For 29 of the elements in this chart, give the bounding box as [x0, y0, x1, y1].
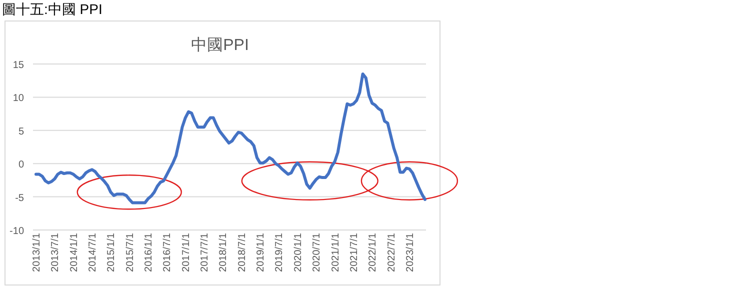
text: 圖十五:中國 PPI	[2, 1, 102, 17]
x-tick-label: 2015/1/1	[106, 232, 118, 272]
x-tick-label: 2018/7/1	[236, 232, 248, 272]
x-tick-label: 2015/7/1	[124, 232, 136, 272]
x-tick-label: 2021/1/1	[330, 232, 342, 272]
y-tick-label: 0	[18, 160, 24, 171]
x-tick-label: 2017/7/1	[200, 232, 211, 272]
y-tick-label: -10	[10, 226, 24, 237]
x-tick-label: 2019/7/1	[274, 232, 286, 272]
x-tick-label: 2023/1/1	[404, 232, 416, 272]
x-tick-label: 2022/1/1	[368, 232, 379, 272]
x-tick-label: 2021/7/1	[348, 232, 360, 272]
y-tick-label: 5	[18, 126, 24, 138]
x-tick-label: 2018/1/1	[218, 232, 230, 272]
y-tick-label: 10	[12, 93, 24, 104]
x-tick-label: 2016/1/1	[144, 232, 155, 272]
x-tick-label: 2014/1/1	[68, 232, 80, 272]
x-tick-label: 2014/7/1	[88, 232, 99, 272]
x-tick-label: 2016/7/1	[162, 232, 174, 272]
y-tick-label: -5	[15, 192, 24, 204]
x-tick-label: 2020/7/1	[312, 232, 323, 272]
x-tick-label: 2017/1/1	[180, 232, 192, 272]
y-tick-label: 15	[12, 60, 24, 71]
x-tick-label: 2020/1/1	[292, 232, 304, 272]
x-tick-label: 2022/7/1	[386, 232, 398, 272]
chart-title: 中國PPI	[191, 36, 249, 54]
x-tick-label: 2013/1/1	[32, 232, 42, 272]
x-tick-label: 2013/7/1	[50, 232, 62, 272]
x-tick-label: 2019/1/1	[256, 232, 267, 272]
